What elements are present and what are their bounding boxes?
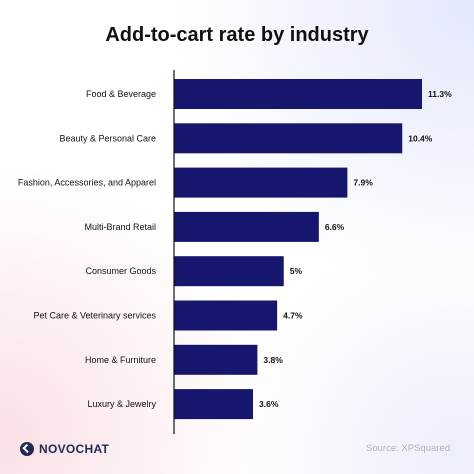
bars-group: Food & Beverage 11.3% Beauty & Personal Ca… (18, 79, 452, 420)
bar-7 (174, 389, 254, 420)
value-label: 10.4% (408, 133, 433, 143)
category-label: Fashion, Accessories, and Apparel (18, 178, 156, 188)
value-label: 3.6% (259, 399, 279, 409)
bar-5 (174, 300, 278, 331)
value-label: 4.7% (283, 311, 303, 321)
bar-6 (174, 344, 258, 375)
value-label: 3.8% (263, 355, 283, 365)
category-label: Pet Care & Veterinary services (33, 311, 156, 321)
category-label: Consumer Goods (85, 266, 156, 276)
value-label: 7.9% (353, 178, 373, 188)
value-label: 6.6% (325, 222, 345, 232)
value-label: 5% (290, 266, 303, 276)
category-label: Home & Furniture (85, 355, 156, 365)
brand-name: NOVOCHAT (39, 442, 110, 456)
bar-4 (174, 256, 284, 287)
brand-logo: NOVOCHAT (20, 442, 109, 456)
source-note: Source: XPSquared (366, 443, 450, 454)
category-label: Food & Beverage (86, 89, 156, 99)
category-label: Luxury & Jewelry (87, 399, 156, 409)
bar-2 (174, 167, 348, 198)
bar-3 (174, 211, 319, 242)
value-label: 11.3% (428, 89, 452, 99)
category-label: Multi-Brand Retail (84, 222, 156, 232)
bar-0 (174, 79, 422, 109)
chart-title: Add-to-cart rate by industry (105, 24, 369, 46)
bar-1 (174, 123, 403, 154)
category-label: Beauty & Personal Care (59, 133, 156, 143)
novochat-logo-icon (20, 442, 34, 456)
